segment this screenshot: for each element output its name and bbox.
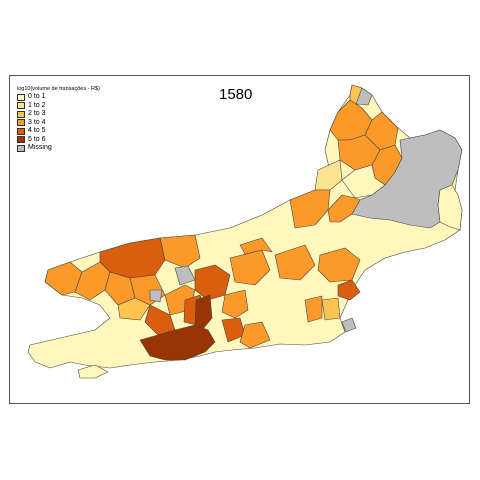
region-e4 [304, 295, 323, 323]
legend-item: 1 to 2 [17, 102, 100, 111]
legend-item: Missing [17, 144, 100, 153]
region-e5 [321, 297, 341, 321]
legend-label: 1 to 2 [28, 101, 46, 109]
legend-item: 4 to 5 [17, 127, 100, 136]
region-c5 [194, 294, 213, 331]
legend-label: 3 to 4 [28, 118, 46, 126]
region-w4 [159, 234, 201, 269]
legend-swatch [17, 127, 25, 135]
legend-title: log10(volume de transações - R$) [17, 86, 100, 92]
region-e1 [274, 244, 316, 281]
legend-swatch [17, 93, 25, 101]
legend-swatch [17, 110, 25, 118]
legend-swatch [17, 144, 25, 152]
legend-swatch [17, 102, 25, 110]
region-w8 [149, 289, 163, 303]
region-metro-rio [139, 324, 216, 361]
region-n7 [341, 164, 386, 199]
legend-item: 0 to 1 [17, 93, 100, 102]
region-w9 [117, 297, 151, 321]
region-lightest-coast [437, 184, 463, 231]
map-title: 1580 [219, 86, 253, 103]
legend-swatch [17, 119, 25, 127]
region-n3 [349, 84, 363, 105]
legend-label: 5 to 6 [28, 135, 46, 143]
region-e3 [337, 279, 361, 301]
region-n6 [314, 159, 343, 191]
legend-item: 2 to 3 [17, 110, 100, 119]
legend-label: 0 to 1 [28, 93, 46, 101]
region-e7 [239, 237, 273, 255]
region-e6 [341, 317, 357, 333]
legend-swatch [17, 136, 25, 144]
region-c7 [221, 289, 249, 319]
legend-label: Missing [28, 144, 52, 152]
region-w-coast [77, 364, 109, 379]
legend-label: 4 to 5 [28, 127, 46, 135]
region-n9 [327, 194, 361, 223]
legend-item: 3 to 4 [17, 119, 100, 128]
region-c9 [239, 321, 271, 349]
legend-label: 2 to 3 [28, 110, 46, 118]
legend-item: 5 to 6 [17, 136, 100, 145]
